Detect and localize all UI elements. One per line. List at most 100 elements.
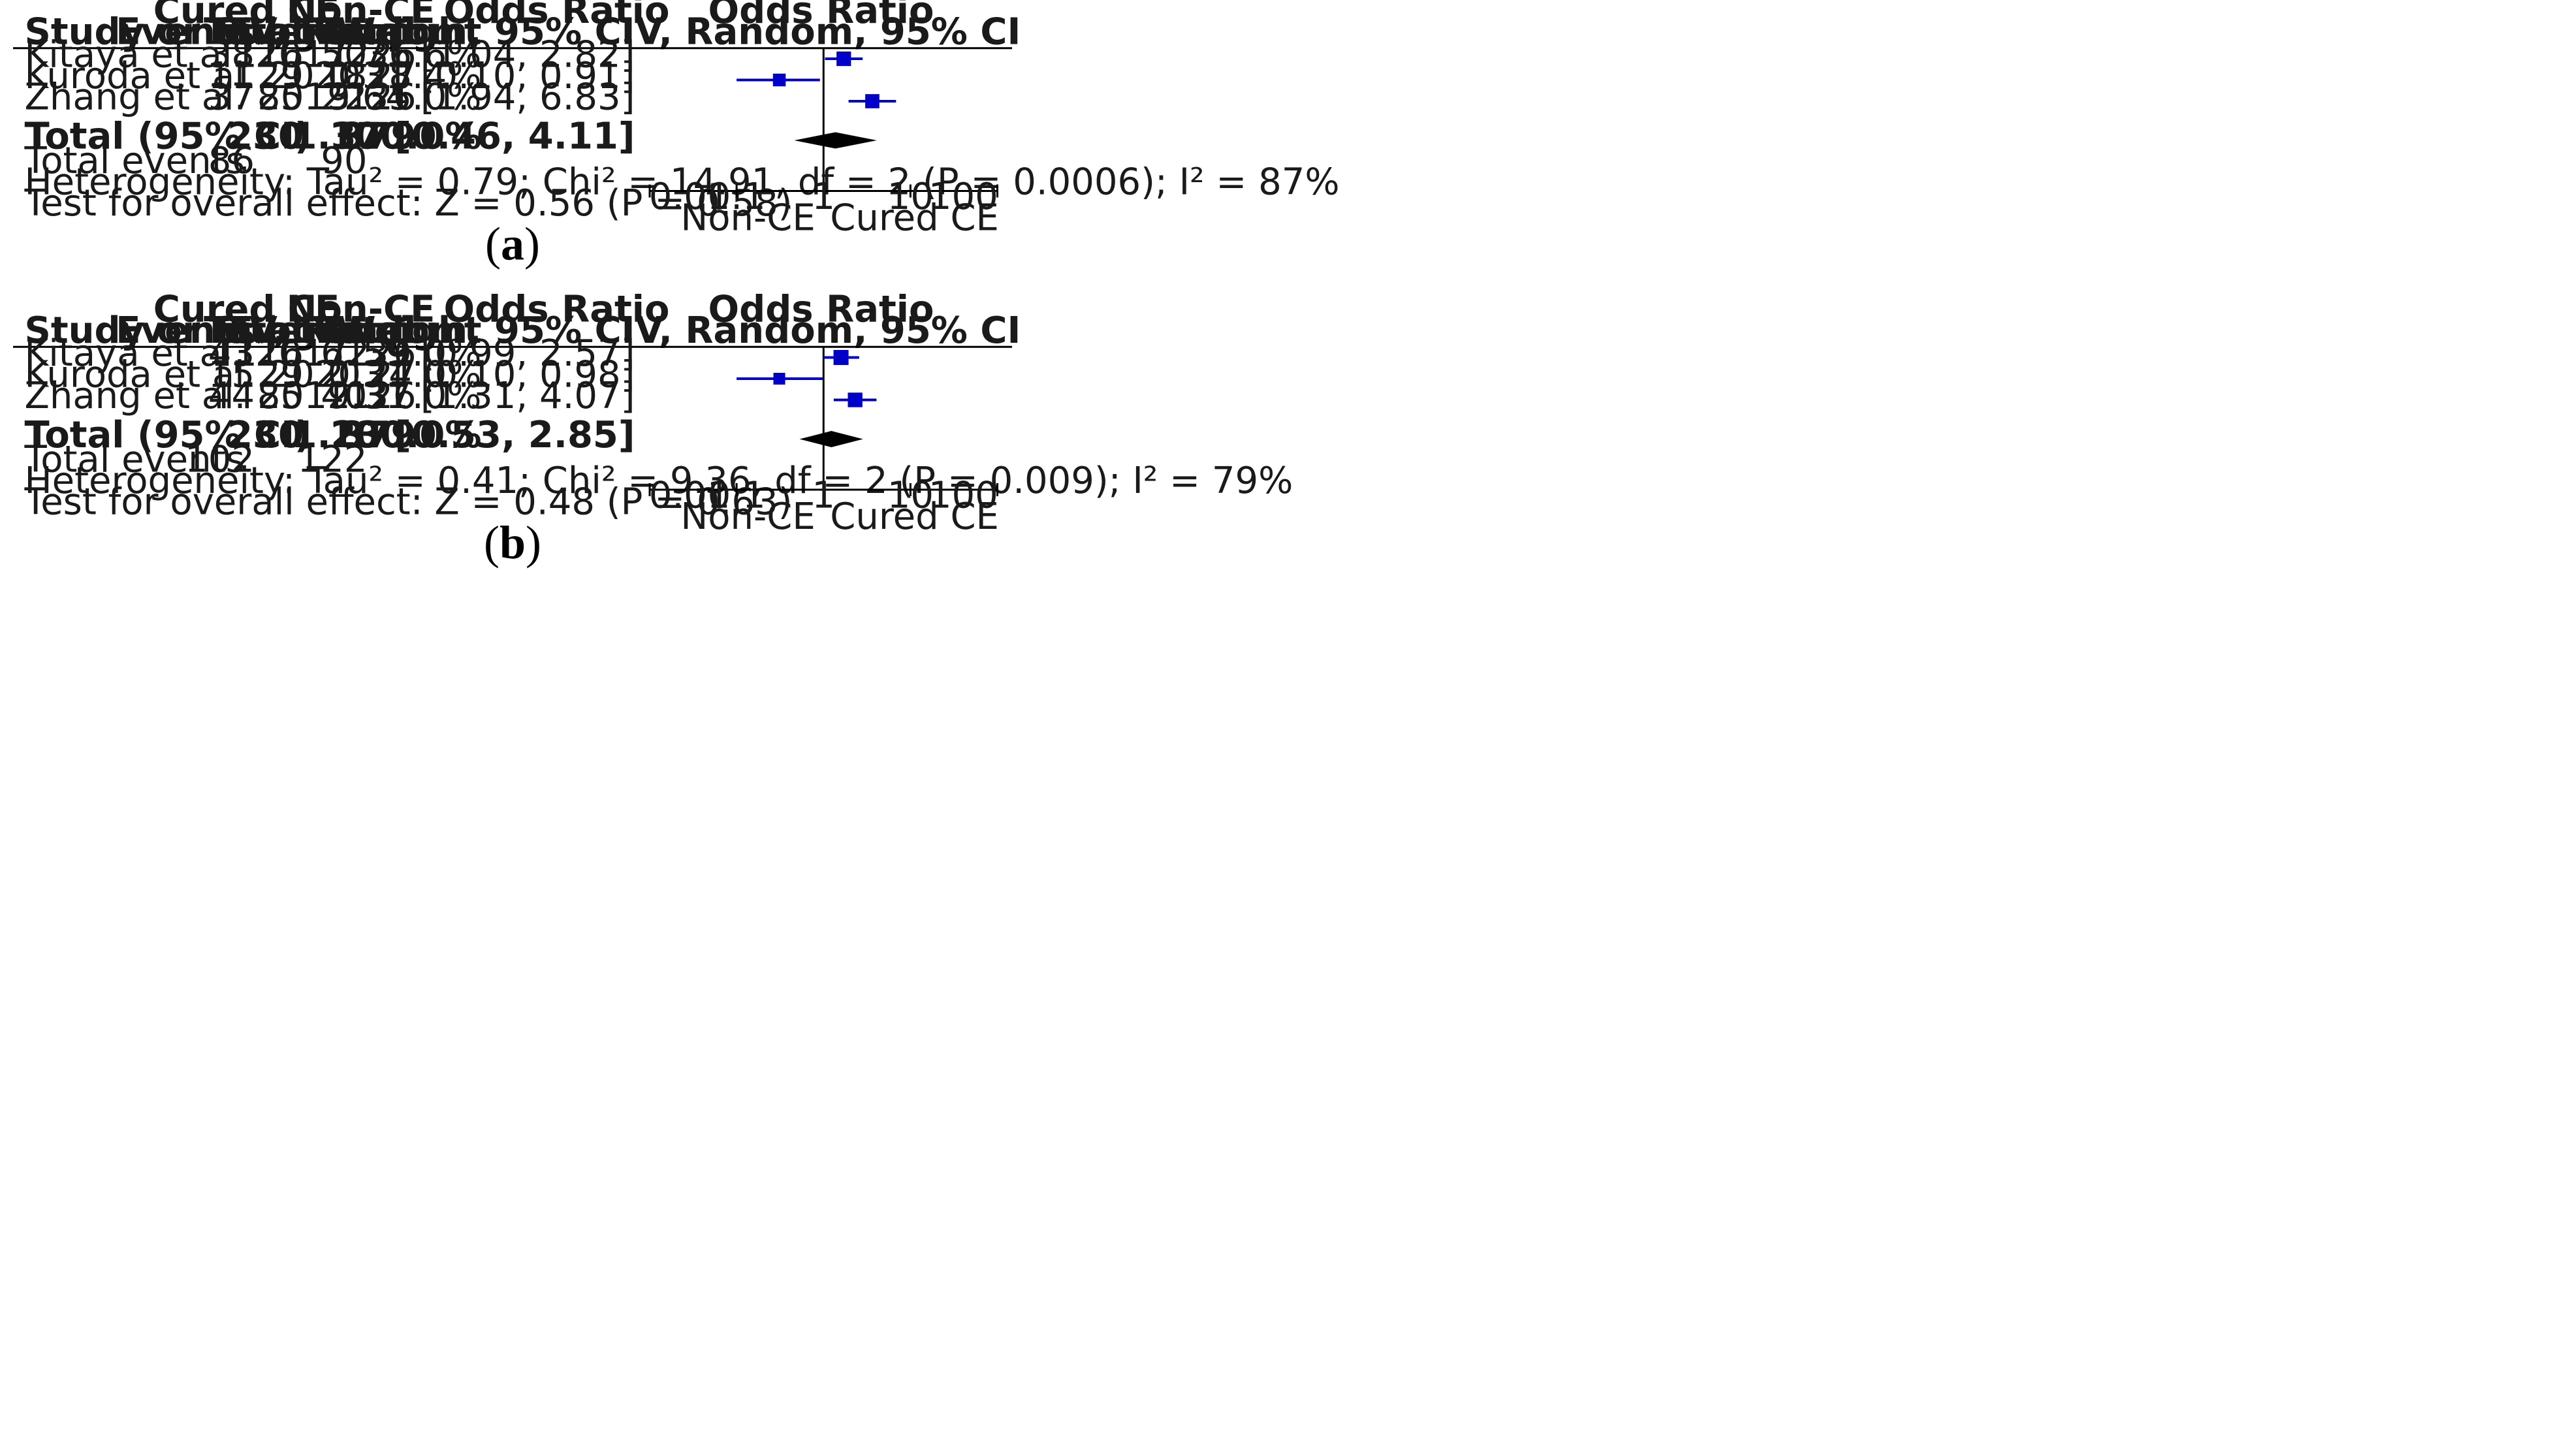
study-name: Kitaya et al. 2017: [25, 332, 349, 375]
study-or-ci: 0.31 [0.10, 0.98]: [327, 354, 635, 396]
study-weight: 39.0%: [366, 332, 482, 375]
total-label: Total (95% CI): [25, 414, 311, 456]
total-n-group2: 379: [340, 414, 417, 456]
events-group1: 43: [208, 332, 255, 375]
header-plot-title: Odds Ratio: [708, 289, 934, 331]
header-study-column: Study or Subgroup: [25, 309, 413, 352]
total-label: Total (95% CI): [25, 116, 311, 158]
total-events-label: Total events: [24, 439, 245, 481]
overall-effect-text: Test for overall effect: Z = 0.48 (P = 0…: [24, 481, 793, 524]
total-group1: 116: [234, 34, 304, 76]
header-or-title: Odds Ratio: [444, 289, 670, 331]
events-group1: 44: [208, 375, 255, 417]
heterogeneity-text: Heterogeneity: Tau² = 0.79; Chi² = 14.91…: [25, 161, 1340, 204]
study-point-marker: [833, 350, 849, 365]
total-group1: 85: [257, 375, 304, 417]
total-or-ci: 1.37 [0.46, 4.11]: [292, 116, 635, 158]
total-group2: 126: [347, 76, 417, 119]
header-total-group1: Total: [204, 309, 304, 352]
study-name: Kuroda et al. 2020: [25, 354, 361, 396]
total-events-label: Total events: [24, 140, 245, 182]
events-group1: 38: [208, 34, 255, 76]
study-name: Kitaya et al. 2017: [25, 34, 349, 76]
total-group1: 29: [257, 354, 304, 396]
header-plot-method: IV, Random, 95% CI: [622, 309, 1021, 352]
x-tick-label: 100: [928, 176, 998, 218]
favours-right-label: Cured CE: [830, 496, 999, 538]
total-group1: 116: [234, 332, 304, 375]
pooled-effect-diamond: [794, 132, 877, 149]
study-name: Zhang et al. 2019: [25, 375, 351, 417]
study-weight: 35.0%: [366, 76, 482, 119]
study-point-marker: [772, 73, 786, 87]
total-events-group2: 122: [298, 439, 368, 481]
events-group2: 21: [321, 354, 367, 396]
study-or-ci: 0.31 [0.10, 0.91]: [327, 55, 635, 97]
events-group2: 61: [321, 332, 367, 375]
header-plot-title: Odds Ratio: [708, 0, 934, 32]
study-name: Kuroda et al. 2020: [25, 55, 361, 97]
total-n-group1: 230: [227, 414, 304, 456]
total-weight: 100.0%: [329, 414, 481, 456]
total-weight: 100.0%: [329, 116, 481, 158]
header-group1: Cured CE: [153, 0, 340, 32]
total-events-group1: 102: [185, 439, 255, 481]
favours-left-label: Non-CE: [680, 197, 815, 240]
x-tick-label: 0.1: [708, 475, 766, 517]
header-events-group1: Events: [116, 309, 255, 352]
header-total-group2: Total: [317, 11, 417, 54]
study-weight: 28.4%: [366, 55, 482, 97]
header-events-group1: Events: [116, 11, 255, 54]
events-group2: 40: [321, 375, 367, 417]
total-group1: 85: [257, 76, 304, 119]
panel-label: b: [500, 516, 526, 569]
events-group1: 15: [208, 354, 255, 396]
header-weight: Weight: [336, 309, 482, 352]
x-tick-label: 10: [887, 475, 934, 517]
study-weight: 37.0%: [366, 375, 482, 417]
total-events-group2: 90: [321, 140, 367, 182]
events-group1: 37: [208, 76, 255, 119]
study-point-marker: [773, 373, 785, 385]
study-point-marker: [865, 94, 880, 108]
x-tick-label: 10: [887, 176, 934, 218]
pooled-effect-diamond: [799, 431, 863, 447]
header-group1: Cured CE: [153, 289, 340, 331]
total-group2: 226: [347, 332, 417, 375]
header-or-title: Odds Ratio: [444, 0, 670, 32]
header-group2: Non-CE: [287, 289, 436, 331]
header-events-group2: Events: [229, 309, 368, 352]
header-total-group1: Total: [204, 11, 304, 54]
study-name: Zhang et al. 2019: [25, 76, 351, 119]
total-group2: 226: [347, 34, 417, 76]
overall-effect-text: Test for overall effect: Z = 0.56 (P = 0…: [24, 182, 793, 225]
x-tick-label: 100: [928, 475, 998, 517]
total-events-group1: 86: [208, 140, 255, 182]
x-tick-label: 0.1: [708, 176, 766, 218]
panel-caption: (a): [485, 218, 540, 270]
favours-right-label: Cured CE: [830, 197, 999, 240]
study-or-ci: 3.64 [1.94, 6.83]: [327, 76, 635, 119]
header-or-method: IV, Random, 95% CI: [236, 11, 635, 54]
total-group2: 27: [370, 354, 416, 396]
events-group2: 22: [321, 76, 367, 119]
header-events-group2: Events: [229, 11, 368, 54]
study-or-ci: 1.71 [1.04, 2.82]: [327, 34, 635, 76]
heterogeneity-text: Heterogeneity: Tau² = 0.41; Chi² = 9.36,…: [25, 460, 1293, 502]
total-group2: 27: [370, 55, 416, 97]
x-tick-label: 1: [812, 475, 835, 517]
total-or-ci: 1.23 [0.53, 2.85]: [292, 414, 635, 456]
header-weight: Weight: [336, 11, 482, 54]
x-tick-label: 1: [812, 176, 835, 218]
events-group1: 11: [208, 55, 255, 97]
panel-label: a: [501, 218, 524, 270]
header-plot-method: IV, Random, 95% CI: [622, 11, 1021, 54]
study-or-ci: 2.31 [1.31, 4.07]: [327, 375, 635, 417]
